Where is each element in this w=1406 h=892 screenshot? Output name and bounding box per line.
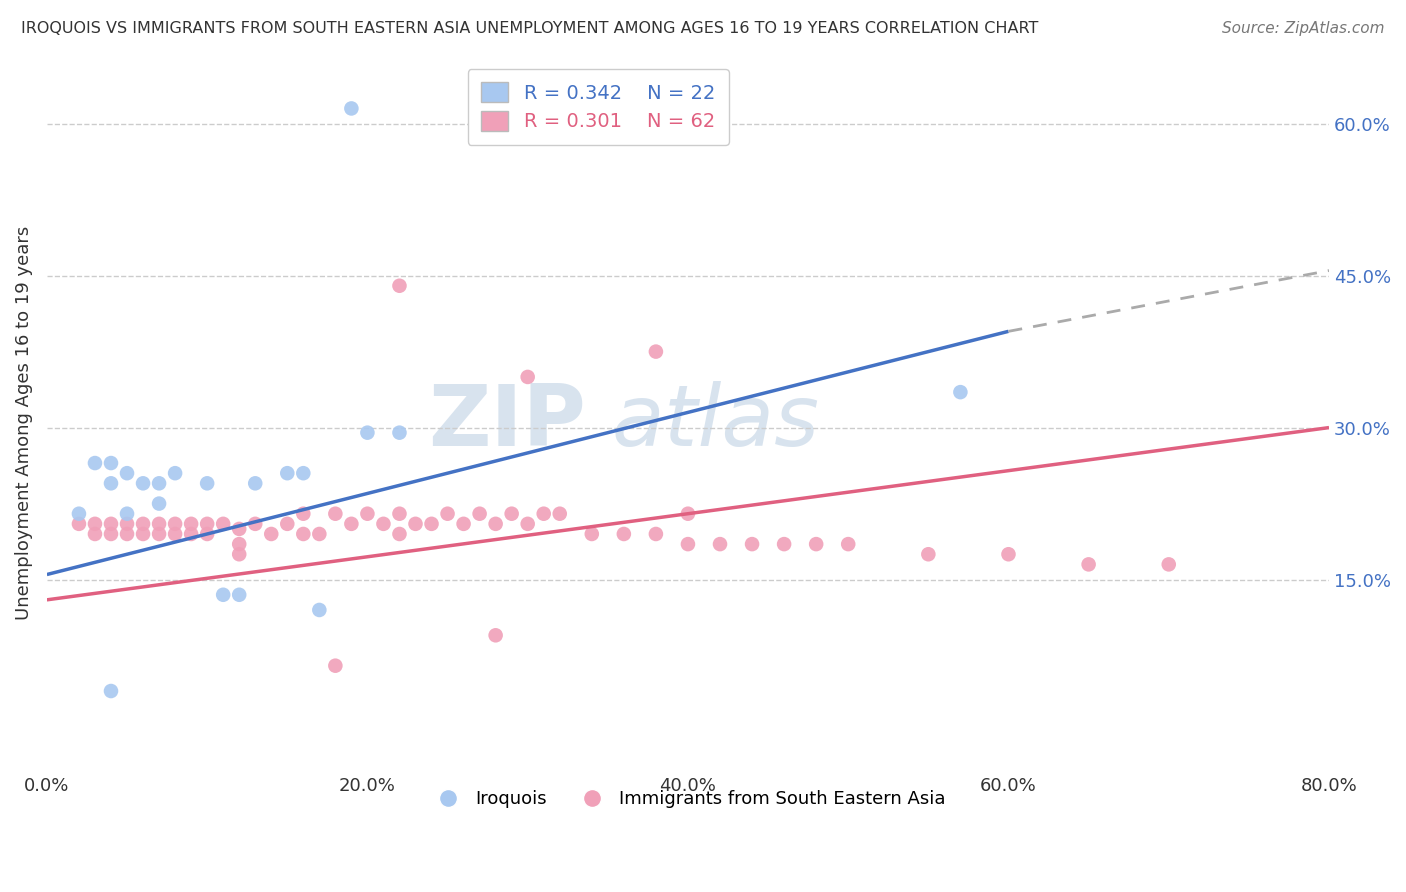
Point (100, 516, 122, 531)
Point (115, 466, 138, 480)
Point (644, 344, 666, 359)
Y-axis label: Unemployment Among Ages 16 to 19 years: Unemployment Among Ages 16 to 19 years (15, 226, 32, 620)
Point (100, 527, 122, 541)
Point (581, 527, 603, 541)
Point (228, 588, 250, 602)
Point (340, 102, 363, 116)
Point (453, 516, 475, 531)
Point (676, 537, 699, 551)
Point (195, 476, 218, 491)
Point (292, 466, 315, 480)
Point (533, 507, 555, 521)
Point (195, 527, 218, 541)
Point (420, 516, 443, 531)
Point (84, 527, 107, 541)
Point (436, 507, 458, 521)
Point (388, 278, 411, 293)
Point (84, 516, 107, 531)
Point (709, 537, 731, 551)
Point (485, 628, 508, 642)
Point (245, 476, 267, 491)
Point (325, 507, 347, 521)
Point (67, 516, 90, 531)
Point (212, 588, 235, 602)
Point (115, 527, 138, 541)
Point (773, 537, 796, 551)
Point (195, 516, 218, 531)
Point (548, 507, 571, 521)
Point (388, 425, 411, 440)
Point (613, 527, 636, 541)
Point (180, 516, 202, 531)
Point (115, 516, 138, 531)
Point (148, 497, 170, 511)
Point (405, 516, 427, 531)
Point (228, 537, 250, 551)
Point (228, 522, 250, 536)
Point (325, 658, 347, 673)
Point (516, 370, 538, 384)
Point (373, 516, 395, 531)
Point (997, 547, 1019, 561)
Point (276, 516, 298, 531)
Point (292, 527, 315, 541)
Point (100, 684, 122, 698)
Point (228, 547, 250, 561)
Point (741, 537, 763, 551)
Point (148, 516, 170, 531)
Point (67, 507, 90, 521)
Point (837, 537, 859, 551)
Point (100, 476, 122, 491)
Point (340, 516, 363, 531)
Point (388, 507, 411, 521)
Point (212, 516, 235, 531)
Point (949, 385, 972, 400)
Point (388, 527, 411, 541)
Legend: Iroquois, Immigrants from South Eastern Asia: Iroquois, Immigrants from South Eastern … (423, 783, 953, 815)
Point (276, 466, 298, 480)
Point (644, 527, 666, 541)
Point (148, 476, 170, 491)
Point (917, 547, 939, 561)
Point (1157, 558, 1180, 572)
Point (100, 456, 122, 470)
Text: IROQUOIS VS IMMIGRANTS FROM SOUTH EASTERN ASIA UNEMPLOYMENT AMONG AGES 16 TO 19 : IROQUOIS VS IMMIGRANTS FROM SOUTH EASTER… (21, 21, 1039, 36)
Point (804, 537, 827, 551)
Point (308, 603, 330, 617)
Point (516, 516, 538, 531)
Point (356, 507, 378, 521)
Point (308, 527, 330, 541)
Point (165, 516, 187, 531)
Point (245, 516, 267, 531)
Point (292, 507, 315, 521)
Point (260, 527, 283, 541)
Point (84, 456, 107, 470)
Point (132, 476, 155, 491)
Point (132, 527, 155, 541)
Point (485, 516, 508, 531)
Point (115, 507, 138, 521)
Point (501, 507, 523, 521)
Point (356, 425, 378, 440)
Point (1077, 558, 1099, 572)
Text: Source: ZipAtlas.com: Source: ZipAtlas.com (1222, 21, 1385, 36)
Point (132, 516, 155, 531)
Text: atlas: atlas (612, 381, 820, 464)
Point (165, 466, 187, 480)
Point (148, 527, 170, 541)
Point (468, 507, 491, 521)
Point (165, 527, 187, 541)
Point (180, 527, 202, 541)
Point (676, 507, 699, 521)
Text: ZIP: ZIP (427, 381, 585, 464)
